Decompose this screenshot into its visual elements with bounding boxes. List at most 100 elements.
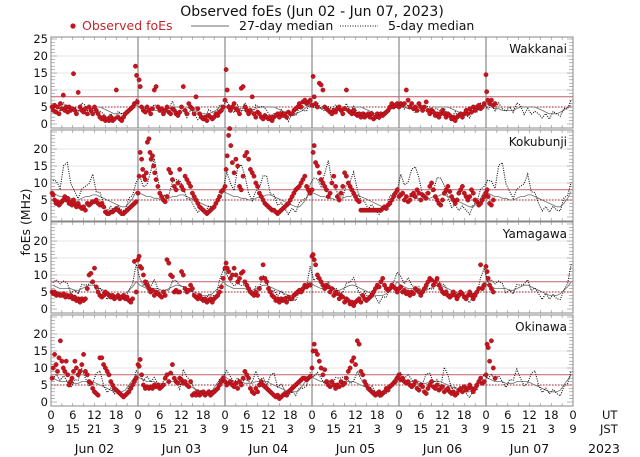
observed-point <box>447 189 453 194</box>
observed-point <box>347 365 353 371</box>
observed-point <box>92 265 97 271</box>
observed-point <box>195 106 201 112</box>
observed-point <box>418 197 424 203</box>
observed-point <box>249 94 255 100</box>
observed-point <box>320 372 326 378</box>
x-tick-label-jst: 3 <box>200 422 207 436</box>
observed-point <box>130 296 136 302</box>
observed-point <box>356 341 362 347</box>
observed-point <box>336 197 342 203</box>
observed-point <box>478 375 483 381</box>
observed-point <box>84 111 90 117</box>
observed-point <box>173 187 179 193</box>
observed-point <box>407 197 413 203</box>
y-tick-label: 15 <box>33 159 48 173</box>
observed-point <box>169 274 175 280</box>
observed-point <box>140 166 146 172</box>
x-tick-label-ut: 18 <box>457 408 472 422</box>
observed-point <box>150 153 155 159</box>
observed-point <box>133 375 139 381</box>
series-27day-median <box>52 281 572 296</box>
observed-point <box>376 284 382 290</box>
observed-point <box>398 284 404 290</box>
observed-point <box>440 197 445 203</box>
observed-point <box>217 289 223 295</box>
y-tick-label: 0 <box>41 302 48 316</box>
observed-point <box>310 74 316 79</box>
observed-point <box>310 149 316 155</box>
x-tick-label-jst: 3 <box>548 422 555 436</box>
observed-point <box>396 372 402 378</box>
day-label: Jun 05 <box>335 441 375 456</box>
observed-point <box>343 375 349 381</box>
x-tick-label-jst: 21 <box>261 422 276 436</box>
observed-point <box>69 375 75 381</box>
observed-point <box>56 355 62 361</box>
observed-point <box>222 97 228 103</box>
observed-point <box>434 382 440 388</box>
observed-point <box>134 73 140 78</box>
x-tick-label-ut: 0 <box>308 408 315 422</box>
y-tick-label: 15 <box>33 251 48 265</box>
x-tick-label-ut: 12 <box>174 408 189 422</box>
observed-point <box>135 190 141 196</box>
observed-point <box>253 114 259 120</box>
observed-point <box>238 382 244 388</box>
observed-point <box>459 183 465 189</box>
observed-point <box>488 202 494 208</box>
observed-point <box>470 190 476 196</box>
x-tick-label-jst: 15 <box>413 422 428 436</box>
x-tick-label-jst: 21 <box>87 422 102 436</box>
observed-point <box>226 269 232 274</box>
observed-point <box>298 104 304 110</box>
observed-point <box>83 296 88 302</box>
observed-point <box>106 372 112 378</box>
observed-point <box>177 289 183 295</box>
observed-point <box>490 289 496 295</box>
observed-point <box>93 284 99 290</box>
series-observed <box>49 252 496 308</box>
observed-point <box>60 92 66 98</box>
observed-point <box>481 101 487 107</box>
observed-point <box>168 370 174 376</box>
day-label: Jun 02 <box>74 441 114 456</box>
observed-point <box>316 170 322 176</box>
observed-point <box>162 292 168 298</box>
observed-point <box>188 183 194 189</box>
observed-point <box>309 187 315 193</box>
observed-point <box>483 72 489 78</box>
observed-point <box>58 101 63 107</box>
observed-point <box>414 108 420 113</box>
observed-point <box>307 374 313 379</box>
observed-point <box>81 351 87 357</box>
legend-27day-label: 27-day median <box>239 18 333 33</box>
x-tick-label-jst: 3 <box>461 422 468 436</box>
x-tick-label-jst: 9 <box>395 422 402 436</box>
observed-point <box>340 111 346 117</box>
panel-okinawa: 0 5 10 15 20 Okinawa <box>33 314 574 409</box>
x-tick-label-ut: 6 <box>504 408 511 422</box>
observed-point <box>394 187 400 193</box>
observed-point <box>177 166 183 172</box>
observed-point <box>314 104 320 110</box>
observed-point <box>168 170 174 176</box>
y-tick-label: 5 <box>41 285 48 299</box>
observed-point <box>322 367 328 373</box>
x-tick-label-ut: 0 <box>569 408 576 422</box>
observed-point <box>175 180 181 186</box>
observed-point <box>353 362 358 367</box>
observed-point <box>180 84 186 90</box>
observed-point <box>227 126 233 132</box>
observed-point <box>177 109 183 115</box>
legend-observed-label: Observed foEs <box>82 18 173 33</box>
x-tick-label-ut: 0 <box>395 408 402 422</box>
y-tick-label: 25 <box>33 32 48 46</box>
x-tick-label-ut: 18 <box>283 408 298 422</box>
ut-row-label: UT <box>602 408 618 422</box>
observed-point <box>233 156 239 162</box>
observed-point <box>228 143 234 149</box>
x-tick-label-ut: 6 <box>156 408 163 422</box>
day-label: Jun 06 <box>422 441 462 456</box>
observed-point <box>133 289 139 295</box>
